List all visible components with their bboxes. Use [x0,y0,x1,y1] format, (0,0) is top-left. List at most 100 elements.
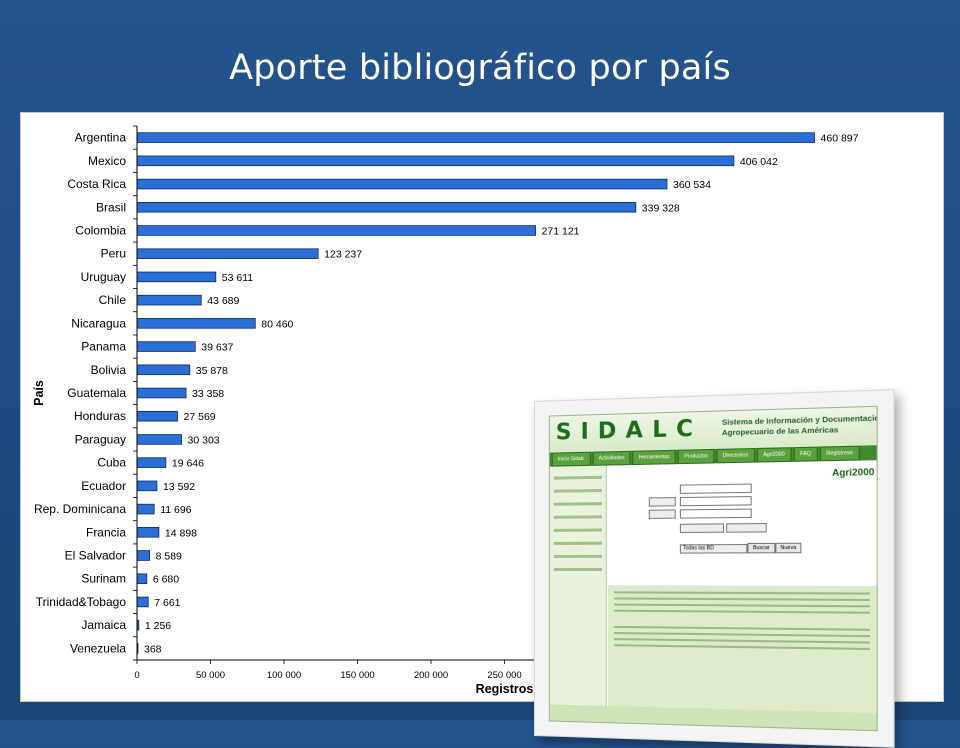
x-axis-title: Registros [476,682,534,696]
sidalc-db-select: Todas las BD [680,544,748,554]
bar [137,365,190,375]
sidalc-nav-tab: Directorios [716,448,754,463]
sidalc-op-select-2 [649,509,676,519]
value-label: 30 303 [188,434,220,446]
bar [137,388,186,398]
bar [137,249,318,259]
bar [137,156,734,166]
value-label: 1 256 [145,620,171,632]
category-label: Chile [99,293,127,307]
value-label: 8 589 [156,551,182,563]
bar [137,435,182,445]
x-tick-label: 150 000 [340,670,374,681]
bar [137,574,147,584]
sidalc-nav-tab: FAQ [793,447,817,462]
value-label: 53 611 [222,272,253,284]
bar [137,272,216,282]
value-label: 13 592 [163,481,195,493]
value-label: 43 689 [207,295,239,307]
value-label: 406 042 [740,156,778,168]
sidalc-sidebar [550,466,607,723]
category-label: Ecuador [81,479,126,493]
sidalc-format-select [680,523,724,533]
category-label: Bolivia [91,363,127,377]
sidalc-nav-tab: Actividades [592,451,630,466]
sidalc-db-band [608,585,877,713]
value-label: 11 696 [160,504,191,516]
sidalc-query-input-1 [680,484,752,494]
value-label: 339 328 [642,202,680,214]
y-axis-title: País [32,380,46,406]
sidalc-nav-tab: Productos [678,449,714,464]
category-label: Trinidad&Tobago [36,595,127,609]
value-label: 27 569 [184,411,216,423]
sidalc-nav-tab: Agri2000 [757,447,792,462]
category-label: Francia [86,525,126,539]
sidalc-logo: SIDALC [556,416,703,445]
category-label: Mexico [88,154,126,168]
bar [137,226,536,236]
bar [137,342,195,352]
value-label: 35 878 [196,365,228,377]
x-tick-label: 200 000 [414,670,448,681]
bar [137,295,201,305]
bar [137,411,178,421]
bar [137,597,148,607]
sidalc-query-input-3 [680,509,752,519]
x-tick-label: 250 000 [487,670,521,681]
category-label: Rep. Dominicana [34,502,126,516]
value-label: 360 534 [673,179,711,191]
sidalc-display-select [726,523,767,533]
value-label: 271 121 [542,225,580,237]
x-tick-label: 50 000 [196,670,225,681]
x-tick-label: 100 000 [267,670,301,681]
sidalc-op-select-1 [649,497,676,507]
value-label: 14 898 [165,527,197,539]
bar [137,504,154,514]
category-label: Peru [101,247,126,261]
category-label: Jamaica [81,618,126,632]
category-label: Nicaragua [71,316,126,330]
sidalc-nav-tab: Inicio Sidalc [552,452,591,467]
category-label: Brasil [96,200,126,214]
category-label: Guatemala [67,386,126,400]
chart-panel: Argentina 460 897 Mexico 406 042 Costa Rica 3… [20,112,944,702]
value-label: 6 680 [153,574,179,586]
category-label: Honduras [74,409,126,423]
sidalc-new-button: Nueva [775,543,801,554]
value-label: 80 460 [261,318,293,330]
sidalc-screenshot-frame: SIDALC Sistema de Información y Document… [534,389,895,748]
sidalc-query-input-2 [680,496,752,506]
value-label: 123 237 [324,249,362,261]
bar [137,133,815,143]
bar [137,458,166,468]
bar [137,551,150,561]
sidalc-section-title: Agri2000 [832,467,874,478]
sidalc-tagline: Sistema de Información y Documentación A… [722,413,878,438]
value-label: 368 [144,643,162,655]
category-label: Panama [81,340,126,354]
x-tick-label: 0 [134,670,139,681]
value-label: 19 646 [172,458,204,470]
bar [137,527,159,537]
category-label: Surinam [81,572,126,586]
sidalc-nav-tab: Herramientas [633,450,676,465]
category-label: Argentina [75,131,127,145]
value-label: 460 897 [821,133,859,145]
category-label: Venezuela [70,641,126,655]
category-label: Uruguay [81,270,126,284]
category-label: Colombia [75,223,126,237]
slide-title: Aporte bibliográfico por país [0,48,960,88]
value-label: 39 637 [201,342,233,354]
category-label: El Salvador [65,549,126,563]
sidalc-main: Agri2000 Todas las BD Buscar Nueva [608,460,877,713]
sidalc-search-button: Buscar [747,543,775,554]
category-label: Costa Rica [67,177,126,191]
category-label: Paraguay [75,432,126,446]
sidalc-nav-tab: Registrese [820,446,860,462]
bar [137,202,636,212]
category-label: Cuba [97,456,126,470]
sidalc-screenshot: SIDALC Sistema de Información y Document… [549,406,878,732]
bar [137,179,667,189]
value-label: 33 358 [192,388,224,400]
